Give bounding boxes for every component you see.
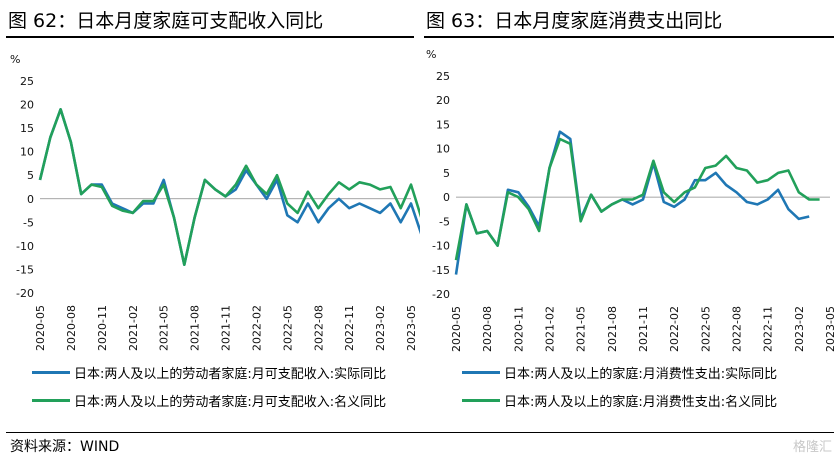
legend-label-nominal: 日本:两人及以上的家庭:月消费性支出:名义同比 [504,394,778,410]
legend-label-real: 日本:两人及以上的劳动者家庭:月可支配收入:实际同比 [74,366,387,382]
y-tick-label: 20 [20,99,34,112]
source-note: 资料来源：WIND [10,439,120,455]
y-tick-label: -15 [432,264,450,277]
series-line-nominal [38,108,420,266]
y-tick-label: 5 [27,169,34,182]
x-tick-label: 2020-05 [450,306,463,352]
x-tick-label: 2022-05 [699,306,712,352]
legend-swatch-real [32,370,70,374]
x-tick-label: 2020-11 [96,305,109,351]
y-tick-label: 0 [27,193,34,206]
y-unit-label: % [10,53,20,66]
x-tick-label: 2021-11 [220,305,233,351]
series-line-real [454,130,810,275]
title-rule-left [6,36,414,38]
x-tick-label: 2021-02 [544,306,557,352]
legend-label-real: 日本:两人及以上的家庭:月消费性支出:实际同比 [504,366,778,382]
spending-chart: % -20 -15 -10 -5 0 5 10 15 20 25 2020-05 2020-08 2020… [426,48,837,352]
y-tick-label: 10 [436,143,450,156]
watermark-logo: 格隆汇 [792,440,832,455]
y-tick-label: 20 [436,94,450,107]
x-tick-label: 2020-11 [512,306,525,352]
x-tick-label: 2022-08 [731,306,744,352]
x-tick-label: 2021-08 [606,306,619,352]
y-unit-label: % [426,48,436,61]
x-tick-label: 2020-08 [65,305,78,351]
y-tick-label: 0 [443,191,450,204]
legend-item-nominal: 日本:两人及以上的劳动者家庭:月可支配收入:名义同比 [32,390,386,410]
y-tick-label: 10 [20,146,34,159]
y-tick-label: -5 [23,216,34,229]
income-chart: % -20 -15 -10 -5 0 5 10 15 20 25 2020-05 2020-08 2020… [10,53,420,351]
x-tick-label: 2022-05 [281,305,294,351]
y-tick-label: -5 [439,215,450,228]
legend-item-nominal: 日本:两人及以上的家庭:月消费性支出:名义同比 [462,390,777,410]
footer-rule [6,432,834,433]
chart-title-left: 图 62：日本月度家庭可支配收入同比 [8,10,324,32]
y-tick-label: 25 [436,70,450,83]
legend-swatch-nominal [32,398,70,402]
y-tick-label: -20 [432,288,450,301]
x-tick-label: 2022-02 [668,306,681,352]
legend-left: 日本:两人及以上的劳动者家庭:月可支配收入:实际同比 日本:两人及以上的劳动者家… [32,362,386,410]
legend-item-real: 日本:两人及以上的家庭:月消费性支出:实际同比 [462,362,777,382]
y-tick-label: 5 [443,167,450,180]
legend-right: 日本:两人及以上的家庭:月消费性支出:实际同比 日本:两人及以上的家庭:月消费性… [462,362,777,410]
x-tick-label: 2023-02 [793,306,806,352]
series-line-nominal [454,137,820,261]
x-tick-label: 2023-02 [374,305,387,351]
legend-item-real: 日本:两人及以上的劳动者家庭:月可支配收入:实际同比 [32,362,386,382]
x-tick-label: 2022-11 [343,305,356,351]
y-tick-label: -10 [16,240,34,253]
x-tick-label: 2021-02 [127,305,140,351]
y-tick-label: 15 [436,118,450,131]
x-tick-label: 2021-05 [575,306,588,352]
x-tick-label: 2020-08 [481,306,494,352]
y-tick-label: 25 [20,75,34,88]
y-tick-label: -15 [16,263,34,276]
x-tick-label: 2021-11 [637,306,650,352]
chart-title-right: 图 63：日本月度家庭消费支出同比 [426,10,723,32]
x-tick-label: 2020-05 [34,305,47,351]
legend-label-nominal: 日本:两人及以上的劳动者家庭:月可支配收入:名义同比 [74,394,387,410]
title-rule-right [424,36,834,38]
x-tick-label: 2022-11 [762,306,775,352]
legend-swatch-real [462,370,500,374]
x-tick-label: 2022-02 [250,305,263,351]
x-tick-label: 2021-08 [189,305,202,351]
y-tick-label: -20 [16,287,34,300]
x-tick-label: 2023-05 [405,305,418,351]
x-tick-label: 2021-05 [158,305,171,351]
x-tick-label: 2023-05 [824,306,837,352]
y-tick-label: -10 [432,240,450,253]
y-tick-label: 15 [20,122,34,135]
legend-swatch-nominal [462,398,500,402]
x-tick-label: 2022-08 [312,305,325,351]
